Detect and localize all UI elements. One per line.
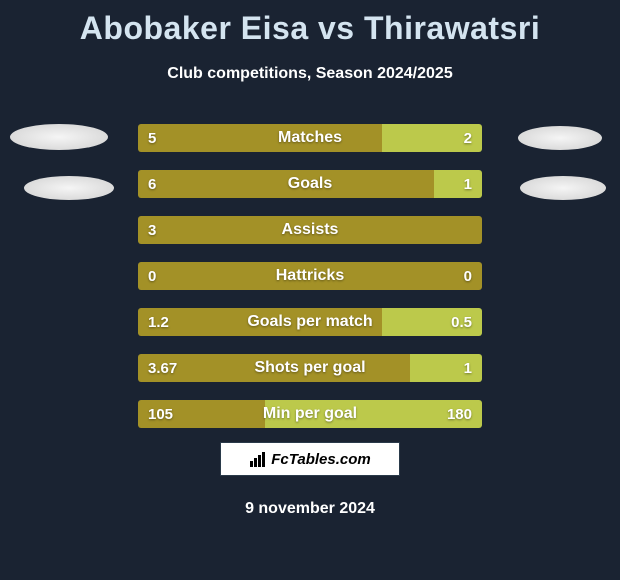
bar-row: Matches52 bbox=[138, 124, 482, 152]
player-right-image-placeholder bbox=[518, 126, 602, 150]
bar-row: Assists3 bbox=[138, 216, 482, 244]
date-label: 9 november 2024 bbox=[0, 500, 620, 518]
bar-right-seg bbox=[382, 308, 482, 336]
bar-right-seg bbox=[434, 170, 482, 198]
bar-row: Goals per match1.20.5 bbox=[138, 308, 482, 336]
bar-row: Min per goal105180 bbox=[138, 400, 482, 428]
bar-right-seg bbox=[382, 124, 482, 152]
bar-left-seg bbox=[138, 354, 410, 382]
player-left-image-placeholder bbox=[10, 124, 108, 150]
comparison-bars: Matches52 Goals61 Assists3 Hattricks00 Goals… bbox=[138, 124, 482, 446]
brand-icon bbox=[249, 450, 267, 468]
bar-row: Hattricks00 bbox=[138, 262, 482, 290]
team-left-image-placeholder bbox=[24, 176, 114, 200]
team-right-image-placeholder bbox=[520, 176, 606, 200]
bar-left-seg bbox=[138, 170, 434, 198]
bar-row: Goals61 bbox=[138, 170, 482, 198]
bar-left-seg bbox=[138, 216, 482, 244]
bar-left-seg bbox=[138, 262, 482, 290]
bar-left-seg bbox=[138, 400, 265, 428]
bar-right-seg bbox=[410, 354, 482, 382]
bar-right-seg bbox=[265, 400, 482, 428]
bar-left-seg bbox=[138, 124, 382, 152]
bar-left-seg bbox=[138, 308, 382, 336]
brand-label: FcTables.com bbox=[271, 451, 370, 468]
page-title: Abobaker Eisa vs Thirawatsri bbox=[0, 0, 620, 47]
brand-badge[interactable]: FcTables.com bbox=[220, 442, 400, 476]
bar-row: Shots per goal3.671 bbox=[138, 354, 482, 382]
subtitle: Club competitions, Season 2024/2025 bbox=[0, 65, 620, 83]
